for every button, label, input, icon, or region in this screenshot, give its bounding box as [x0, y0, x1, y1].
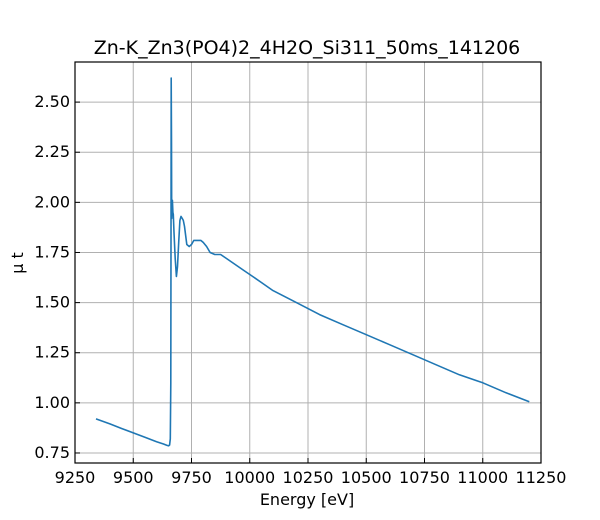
x-tick-label: 11250	[516, 468, 567, 487]
plot-area	[95, 77, 530, 447]
x-tick-label: 10750	[399, 468, 450, 487]
y-axis-label: μ t	[8, 252, 27, 274]
chart-title: Zn-K_Zn3(PO4)2_4H2O_Si311_50ms_141206	[94, 37, 521, 59]
x-tick-label: 10500	[341, 468, 392, 487]
y-tick-label: 2.25	[34, 142, 70, 161]
x-tick-label: 11000	[457, 468, 508, 487]
x-axis-ticks: 9250 9500 9750 10000 10250 10500 10750 11000 112…	[55, 458, 567, 487]
y-axis-ticks: 0.75 1.00 1.25 1.50 1.75 2.00 2.25 2.50	[34, 92, 80, 462]
x-tick-label: 9750	[171, 468, 212, 487]
y-tick-label: 1.75	[34, 242, 70, 261]
x-tick-label: 9250	[55, 468, 96, 487]
y-tick-label: 2.50	[34, 92, 70, 111]
x-axis-label: Energy [eV]	[260, 490, 354, 509]
x-tick-label: 9500	[113, 468, 154, 487]
y-tick-label: 1.50	[34, 293, 70, 312]
y-tick-label: 1.00	[34, 393, 70, 412]
grid	[74, 62, 542, 463]
y-tick-label: 2.00	[34, 192, 70, 211]
y-tick-label: 1.25	[34, 343, 70, 362]
series-line	[95, 77, 530, 447]
y-tick-label: 0.75	[34, 443, 70, 462]
x-tick-label: 10250	[283, 468, 334, 487]
x-tick-label: 10000	[224, 468, 275, 487]
